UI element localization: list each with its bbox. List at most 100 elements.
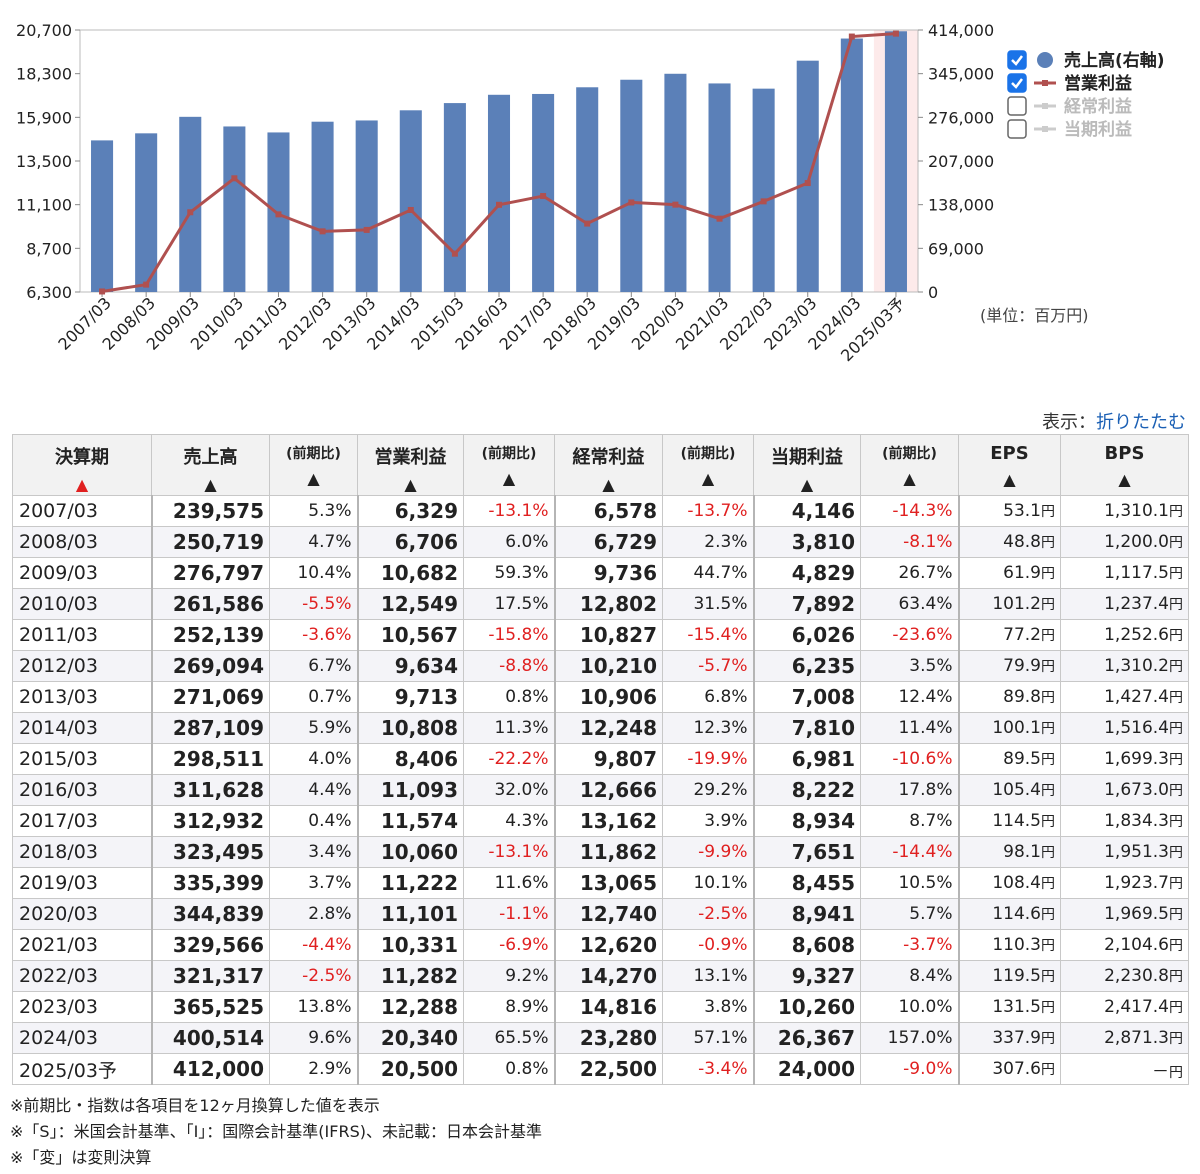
cell-op: 12,288 — [356, 991, 464, 1023]
table-row: 2009/03 276,797 10.4% 10,682 59.3% 9,736 44.7%… — [12, 557, 1189, 589]
sort-header-ord-yoy[interactable]: (前期比) ▲ — [662, 434, 754, 496]
bar-sales — [532, 93, 555, 292]
cell-op: 8,406 — [356, 743, 464, 775]
table-row: 2007/03 239,575 5.3% 6,329 -13.1% 6,578 -13.7%… — [12, 495, 1189, 527]
cell-ord-yoy: 57.1% — [662, 1022, 754, 1054]
cell-net: 7,810 — [752, 712, 861, 744]
sort-header-net[interactable]: 当期利益 ▲ — [753, 434, 861, 496]
cell-net-yoy: 11.4% — [860, 712, 959, 744]
cell-sales-yoy: 9.6% — [269, 1022, 358, 1054]
cell-eps: 131.5円 — [957, 991, 1061, 1023]
sort-header-eps[interactable]: EPS ▲ — [958, 434, 1061, 496]
cell-net: 8,455 — [752, 867, 861, 899]
legend-checkbox[interactable] — [1007, 96, 1027, 116]
bar-sales — [311, 121, 334, 292]
point-operating-profit — [363, 226, 370, 233]
cell-ord: 13,162 — [553, 805, 663, 837]
cell-net: 4,829 — [752, 557, 861, 589]
cell-period: 2025/03予 — [12, 1053, 152, 1085]
point-operating-profit — [275, 211, 282, 218]
cell-op-yoy: 17.5% — [463, 588, 555, 620]
right-tick-label: 69,000 — [928, 239, 984, 258]
sort-header-sales[interactable]: 売上高 ▲ — [151, 434, 270, 496]
cell-eps: 108.4円 — [957, 867, 1061, 899]
sort-arrow-icon: ▲ — [404, 475, 417, 494]
cell-net-yoy: 8.7% — [860, 805, 959, 837]
cell-bps: 2,871.3円 — [1060, 1022, 1189, 1054]
cell-ord-yoy: -2.5% — [662, 898, 754, 930]
sort-header-period[interactable]: 決算期 ▲ — [12, 434, 152, 496]
cell-sales: 239,575 — [150, 495, 270, 527]
sort-arrow-icon: ▲ — [602, 475, 615, 494]
point-operating-profit — [672, 201, 679, 208]
bar-sales — [223, 126, 246, 293]
sort-arrow-icon: ▲ — [204, 475, 217, 494]
sort-arrow-icon: ▲ — [800, 475, 814, 494]
cell-bps: 1,310.2円 — [1060, 650, 1189, 682]
bar-sales — [443, 103, 466, 292]
collapse-link[interactable]: 折りたたむ — [1096, 412, 1186, 433]
check-icon — [1011, 55, 1023, 66]
table-row: 2012/03 269,094 6.7% 9,634 -8.8% 10,210 -5.7% 6… — [12, 650, 1189, 682]
sort-header-op[interactable]: 営業利益 ▲ — [357, 434, 464, 496]
cell-sales: 287,109 — [150, 712, 270, 744]
bar-sales — [664, 73, 687, 292]
sort-header-ord[interactable]: 経常利益 ▲ — [554, 434, 663, 496]
cell-ord: 12,248 — [553, 712, 663, 744]
cell-net-yoy: -9.0% — [860, 1053, 959, 1085]
cell-op-yoy: 59.3% — [463, 557, 555, 589]
cell-period: 2012/03 — [12, 650, 152, 682]
cell-period: 2019/03 — [12, 867, 152, 899]
cell-eps: 98.1円 — [957, 836, 1061, 868]
cell-bps: 1,516.4円 — [1060, 712, 1189, 744]
cell-net: 4,146 — [752, 495, 861, 527]
cell-net-yoy: 10.5% — [860, 867, 959, 899]
cell-ord: 11,862 — [553, 836, 663, 868]
cell-op-yoy: 0.8% — [463, 681, 555, 713]
cell-net: 7,008 — [752, 681, 861, 713]
cell-sales: 261,586 — [150, 588, 270, 620]
cell-op-yoy: 11.3% — [463, 712, 555, 744]
cell-ord: 14,270 — [553, 960, 663, 992]
cell-net-yoy: 157.0% — [860, 1022, 959, 1054]
financial-table: 決算期 ▲ 売上高 ▲ (前期比) ▲ 営業利益 ▲ (前期比) ▲ 経常利益 ▲ (前期比… — [12, 434, 1189, 1085]
cell-sales-yoy: 0.7% — [269, 681, 358, 713]
sort-header-bps[interactable]: BPS ▲ — [1060, 434, 1189, 496]
cell-sales-yoy: 4.7% — [269, 526, 358, 558]
cell-net: 7,651 — [752, 836, 861, 868]
cell-op: 10,682 — [356, 557, 464, 589]
cell-bps: 1,673.0円 — [1060, 774, 1189, 806]
cell-bps: －円 — [1060, 1053, 1189, 1085]
cell-op: 20,500 — [356, 1053, 464, 1085]
bar-sales — [796, 60, 819, 292]
cell-period: 2011/03 — [12, 619, 152, 651]
sort-header-sales-yoy[interactable]: (前期比) ▲ — [269, 434, 358, 496]
cell-net: 8,608 — [752, 929, 861, 961]
cell-net-yoy: 63.4% — [860, 588, 959, 620]
legend-checkbox[interactable] — [1007, 119, 1027, 139]
cell-ord: 12,666 — [553, 774, 663, 806]
cell-ord-yoy: 29.2% — [662, 774, 754, 806]
sort-header-op-yoy[interactable]: (前期比) ▲ — [463, 434, 555, 496]
legend-label: 営業利益 — [1064, 73, 1132, 94]
table-row: 2014/03 287,109 5.9% 10,808 11.3% 12,248 12.3%… — [12, 712, 1189, 744]
legend-circle-icon — [1037, 52, 1053, 68]
cell-net-yoy: -14.3% — [860, 495, 959, 527]
cell-eps: 79.9円 — [957, 650, 1061, 682]
sort-header-net-yoy[interactable]: (前期比) ▲ — [860, 434, 959, 496]
cell-net: 8,222 — [752, 774, 861, 806]
cell-sales: 329,566 — [150, 929, 270, 961]
table-row: 2024/03 400,514 9.6% 20,340 65.5% 23,280 57.1%… — [12, 1022, 1189, 1054]
cell-period: 2024/03 — [12, 1022, 152, 1054]
cell-ord-yoy: 12.3% — [662, 712, 754, 744]
cell-period: 2015/03 — [12, 743, 152, 775]
cell-ord: 22,500 — [553, 1053, 663, 1085]
cell-ord: 9,807 — [553, 743, 663, 775]
legend-checkbox[interactable] — [1007, 50, 1027, 70]
cell-ord-yoy: -15.4% — [662, 619, 754, 651]
cell-sales: 412,000 — [150, 1053, 270, 1085]
cell-op-yoy: 65.5% — [463, 1022, 555, 1054]
cell-sales: 344,839 — [150, 898, 270, 930]
cell-op-yoy: -8.8% — [463, 650, 555, 682]
legend-checkbox[interactable] — [1007, 73, 1027, 93]
